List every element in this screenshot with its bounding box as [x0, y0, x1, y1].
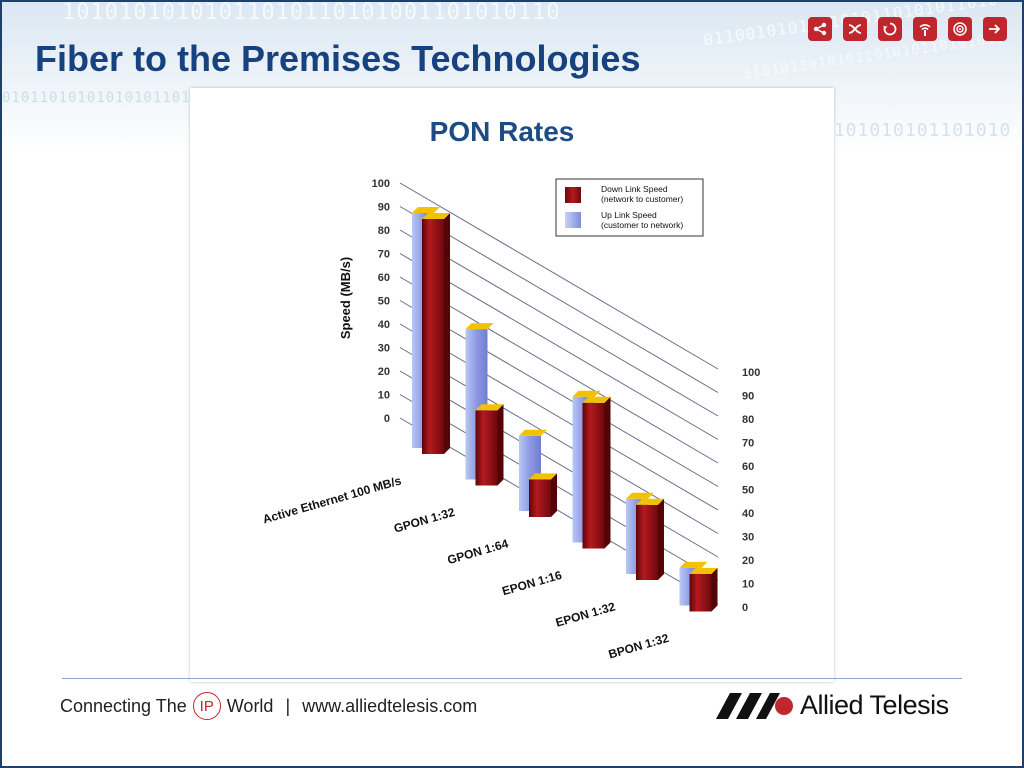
category-label: GPON 1:64	[446, 536, 510, 567]
down-link-bar	[689, 573, 712, 612]
up-link-bar-top	[626, 492, 654, 499]
down-link-bar	[529, 479, 551, 517]
y-tick-right: 0	[742, 602, 748, 614]
y-axis-label: Speed (MB/s)	[338, 257, 353, 339]
down-link-bar-top	[475, 404, 504, 411]
y-tick-left: 90	[378, 202, 390, 214]
share-icon[interactable]	[808, 17, 832, 41]
down-link-bar-side	[551, 473, 557, 517]
down-link-bar-side	[444, 213, 450, 454]
y-tick-left: 60	[378, 272, 390, 284]
header-icons	[808, 17, 1007, 41]
category-label: BPON 1:32	[607, 631, 671, 662]
y-tick-left: 80	[378, 225, 390, 237]
legend-label-up: Up Link Speed	[601, 210, 657, 220]
wireless-icon[interactable]	[913, 17, 937, 41]
up-link-bar-top	[572, 390, 601, 397]
brand-name: Allied Telesis	[800, 690, 949, 720]
down-link-bar-top	[689, 567, 718, 574]
legend-swatch-down	[565, 187, 581, 203]
pon-rates-chart: 0 10 20 30 40 50 60 70 80 90 100 0 10 20 30 40 50 60 70 80 9…	[261, 178, 760, 662]
allied-telesis-logo-mark	[716, 692, 793, 719]
down-link-bar	[475, 410, 498, 486]
y-tick-right: 40	[742, 508, 754, 520]
shuffle-icon[interactable]	[843, 17, 867, 41]
footer-url[interactable]: www.alliedtelesis.com	[302, 695, 478, 716]
grid-line	[399, 276, 719, 464]
grid-line	[399, 229, 719, 417]
down-link-bar-side	[604, 396, 611, 549]
down-link-bar-top	[636, 498, 664, 505]
footer-tagline: Connecting The IP World | www.alliedtele…	[60, 692, 477, 720]
y-tick-right: 90	[742, 391, 754, 403]
footer-separator: |	[285, 695, 291, 716]
grid-line	[399, 253, 719, 440]
grid-line	[399, 182, 719, 370]
y-tick-left: 100	[372, 178, 390, 190]
target-icon[interactable]	[948, 17, 972, 41]
y-tick-right: 10	[742, 579, 754, 591]
tagline-text-end: World	[226, 695, 274, 716]
footer-divider	[62, 678, 962, 679]
y-tick-right: 30	[742, 532, 754, 544]
down-link-bar	[422, 219, 444, 454]
ip-badge: IP	[192, 692, 221, 720]
legend-swatch-up	[565, 212, 581, 228]
grid-line	[399, 323, 719, 511]
grid-line	[399, 370, 719, 558]
category-label: EPON 1:32	[554, 599, 617, 629]
y-tick-right: 50	[742, 485, 754, 497]
down-link-bar-side	[711, 567, 718, 612]
y-tick-left: 20	[378, 366, 390, 378]
up-link-bar-top	[465, 323, 494, 330]
down-link-bar-top	[582, 396, 611, 403]
y-tick-right: 100	[742, 367, 760, 379]
page-title: Fiber to the Premises Technologies	[35, 38, 641, 79]
y-tick-left: 10	[378, 390, 390, 402]
tagline-text-start: Connecting The	[60, 695, 187, 716]
category-label: Active Ethernet 100 MB/s	[261, 473, 403, 526]
down-link-bar	[582, 402, 605, 549]
grid-line	[399, 300, 719, 487]
y-tick-left: 40	[378, 319, 390, 331]
up-link-bar-top	[412, 207, 440, 213]
up-link-bar-top	[679, 561, 708, 568]
grid-line	[399, 417, 719, 605]
grid-line	[399, 206, 719, 393]
up-link-bar-top	[519, 429, 547, 436]
legend-sublabel-down: (network to customer)	[601, 194, 683, 204]
chart-title: PON Rates	[429, 116, 575, 147]
down-link-bar-side	[658, 498, 664, 580]
refresh-icon[interactable]	[878, 17, 902, 41]
grid-line	[399, 347, 719, 534]
y-tick-left: 0	[384, 413, 390, 425]
grid-line	[399, 394, 719, 581]
category-label: GPON 1:32	[392, 505, 456, 536]
y-tick-left: 70	[378, 249, 390, 261]
down-link-bar-top	[422, 213, 450, 219]
legend-label-down: Down Link Speed	[601, 184, 668, 194]
y-tick-right: 60	[742, 461, 754, 473]
y-tick-left: 50	[378, 296, 390, 308]
down-link-bar-side	[497, 404, 504, 486]
down-link-bar-top	[529, 473, 557, 480]
y-tick-right: 80	[742, 414, 754, 426]
down-link-bar	[636, 504, 658, 580]
brand-logo: Allied Telesis	[716, 690, 949, 721]
y-tick-left: 30	[378, 343, 390, 355]
category-label: EPON 1:16	[500, 568, 563, 598]
legend-sublabel-up: (customer to network)	[601, 220, 683, 230]
chart-card: PON Rates 0 10 20 30 40 50 60 70 80 90 100 0 10 20 30 4…	[190, 88, 834, 682]
forward-icon[interactable]	[983, 17, 1007, 41]
y-tick-right: 20	[742, 555, 754, 567]
y-tick-right: 70	[742, 438, 754, 450]
